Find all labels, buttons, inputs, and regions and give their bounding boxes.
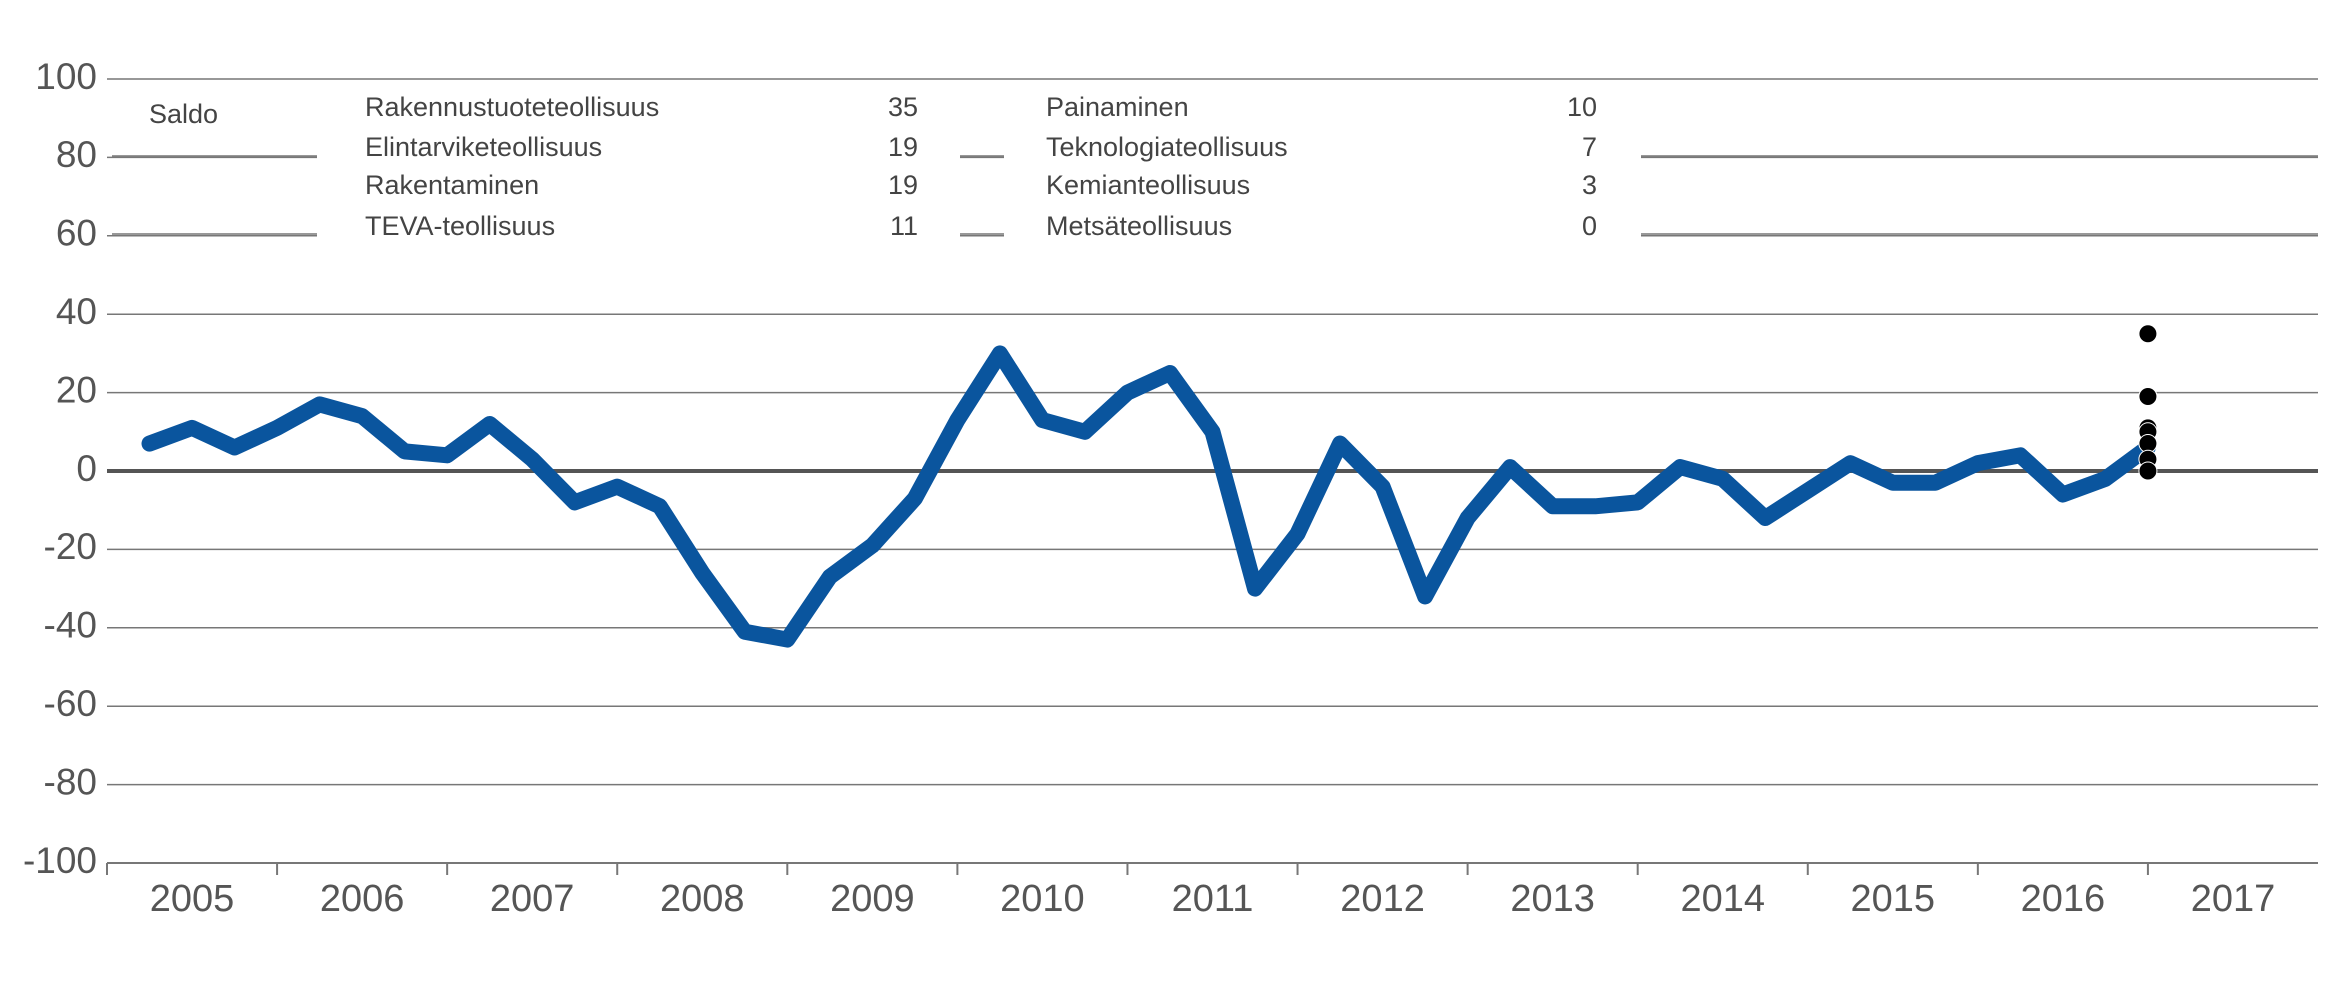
plot bbox=[141, 345, 2156, 648]
legend-label: Painaminen bbox=[1046, 92, 1189, 122]
y-tick-label: -100 bbox=[23, 840, 97, 881]
x-tick-label: 2009 bbox=[830, 878, 915, 920]
x-tick-label: 2007 bbox=[490, 878, 575, 920]
legend-label: Kemianteollisuus bbox=[1046, 170, 1250, 200]
legend-label: Rakennustuoteteollisuus bbox=[365, 92, 659, 122]
legend-bg bbox=[317, 92, 960, 247]
x-tick-label: 2006 bbox=[320, 878, 405, 920]
y-tick-label: 100 bbox=[35, 56, 97, 97]
x-tick-label: 2017 bbox=[2191, 878, 2276, 920]
latest-dot bbox=[2138, 387, 2158, 407]
legend-value: 10 bbox=[1567, 92, 1597, 122]
legend-value: 19 bbox=[888, 170, 918, 200]
y-tick-label: -60 bbox=[44, 683, 97, 724]
y-tick-label: 40 bbox=[56, 291, 97, 332]
x-tick-label: 2014 bbox=[1680, 878, 1765, 920]
x-tick-label: 2011 bbox=[1172, 878, 1254, 920]
legend-label: Elintarviketeollisuus bbox=[365, 132, 602, 162]
legend-label: Rakentaminen bbox=[365, 170, 539, 200]
y-tick-label: 80 bbox=[56, 134, 97, 175]
legend-label: Teknologiateollisuus bbox=[1046, 132, 1288, 162]
y-tick-label: -80 bbox=[44, 761, 97, 802]
y-tick-label: 20 bbox=[56, 369, 97, 410]
legend-value: 11 bbox=[890, 211, 918, 241]
legend-value: 3 bbox=[1582, 170, 1597, 200]
y-tick-label: -20 bbox=[44, 526, 97, 567]
x-tick-label: 2010 bbox=[1000, 878, 1085, 920]
legend-bg bbox=[1004, 92, 1641, 247]
grid bbox=[106, 78, 2318, 875]
x-tick-label: 2015 bbox=[1851, 878, 1936, 920]
x-tick-label: 2012 bbox=[1340, 878, 1425, 920]
latest-dot bbox=[2138, 461, 2158, 481]
x-tick-label: 2005 bbox=[150, 878, 235, 920]
line-series bbox=[141, 345, 2156, 648]
legend-value: 7 bbox=[1582, 132, 1597, 162]
legend-value: 35 bbox=[888, 92, 918, 122]
legend-label: TEVA-teollisuus bbox=[365, 211, 555, 241]
y-tick-label: 60 bbox=[56, 213, 97, 254]
x-tick-label: 2016 bbox=[2021, 878, 2106, 920]
legend-value: 0 bbox=[1582, 211, 1597, 241]
y-axis-label: Saldo bbox=[149, 99, 218, 129]
y-tick-label: 0 bbox=[76, 448, 97, 489]
y-tick-label: -40 bbox=[44, 605, 97, 646]
latest-dot bbox=[2138, 324, 2158, 344]
x-tick-label: 2008 bbox=[660, 878, 745, 920]
x-tick-label: 2013 bbox=[1510, 878, 1595, 920]
legend-value: 19 bbox=[888, 132, 918, 162]
legend-label: Metsäteollisuus bbox=[1046, 211, 1232, 241]
